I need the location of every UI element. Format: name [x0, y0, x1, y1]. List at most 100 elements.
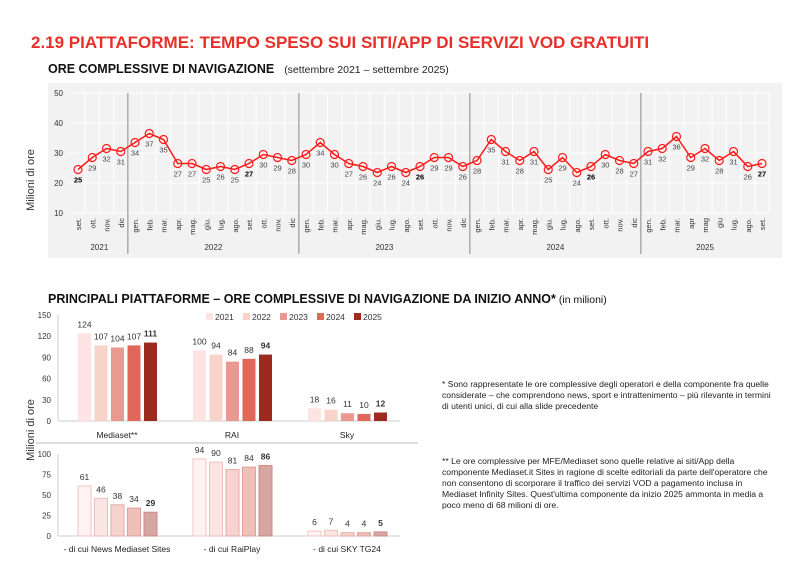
- data-label: 35: [159, 146, 167, 155]
- data-point: [486, 134, 496, 145]
- bar: [373, 531, 388, 537]
- data-point: [500, 146, 511, 157]
- category-label: RAI: [225, 430, 239, 440]
- data-label: 100: [192, 336, 206, 346]
- data-point: [529, 146, 539, 157]
- bar: [242, 466, 256, 537]
- x-tick-label: mag: [701, 218, 710, 233]
- y-tick-label: 120: [38, 332, 52, 341]
- data-point: [614, 155, 625, 166]
- data-point: [586, 161, 596, 172]
- data-point: [287, 155, 297, 166]
- data-label: 26: [359, 173, 367, 182]
- bar: [209, 461, 223, 537]
- data-label: 34: [129, 494, 139, 504]
- y-tick-label: 75: [42, 471, 51, 480]
- data-point: [714, 155, 724, 166]
- bar: [209, 354, 223, 421]
- data-label: 5: [378, 518, 383, 528]
- x-tick-label: ott.: [259, 218, 268, 228]
- x-tick-label: apr.: [174, 218, 183, 231]
- data-label: 30: [330, 161, 338, 170]
- y-axis-label: Milioni di ore: [25, 399, 37, 461]
- bar-chart-unit: (in milioni): [558, 294, 607, 306]
- data-point: [429, 152, 439, 163]
- bar: [78, 333, 91, 421]
- category-label: Mediaset**: [96, 430, 138, 440]
- x-tick-label: mar.: [160, 218, 169, 233]
- data-point: [572, 167, 582, 178]
- data-point: [130, 137, 140, 148]
- data-label: 32: [701, 155, 709, 164]
- bar: [143, 511, 158, 537]
- data-label: 18: [310, 394, 320, 404]
- x-tick-label: gen.: [302, 218, 311, 233]
- legend-swatch: [354, 313, 361, 320]
- x-tick-label: dic: [459, 218, 468, 228]
- data-point: [415, 161, 425, 172]
- y-axis-label: Milioni di ore: [25, 149, 37, 211]
- data-label: 26: [216, 173, 224, 182]
- x-tick-label: ago.: [573, 218, 582, 233]
- data-label: 4: [345, 519, 350, 529]
- x-tick-label: feb.: [487, 218, 496, 231]
- data-label: 30: [601, 161, 609, 170]
- y-tick-label: 0: [47, 532, 52, 541]
- data-point: [643, 146, 653, 157]
- x-tick-label: lug.: [217, 218, 226, 230]
- bar: [127, 507, 141, 537]
- x-tick-label: set.: [74, 218, 83, 230]
- legend-label: 2024: [326, 312, 345, 322]
- y-tick-label: 50: [54, 89, 63, 98]
- data-point: [629, 158, 639, 169]
- bar: [94, 345, 108, 421]
- x-tick-label: feb.: [658, 218, 667, 231]
- data-point: [657, 143, 667, 154]
- data-label: 27: [758, 170, 766, 179]
- data-label: 94: [211, 341, 221, 351]
- y-tick-label: 100: [38, 450, 52, 459]
- data-label: 36: [672, 143, 680, 152]
- data-label: 31: [501, 158, 509, 167]
- x-tick-label: gen.: [644, 218, 653, 233]
- line-chart-title: ORE COMPLESSIVE DI NAVIGAZIONE: [48, 62, 275, 76]
- data-point: [301, 149, 311, 160]
- data-point: [116, 146, 126, 157]
- legend-swatch: [317, 313, 324, 320]
- bar: [258, 464, 273, 537]
- category-label: - di cui RaiPlay: [204, 544, 261, 554]
- x-tick-label: mag.: [359, 218, 368, 235]
- legend-label: 2023: [289, 312, 308, 322]
- y-tick-label: 60: [42, 375, 51, 384]
- data-point: [743, 161, 753, 172]
- data-label: 28: [516, 167, 524, 176]
- bar: [308, 408, 321, 421]
- bar: [144, 342, 157, 421]
- data-point: [244, 158, 254, 169]
- data-label: 28: [615, 167, 623, 176]
- x-tick-label: set.: [245, 218, 254, 230]
- x-tick-label: set.: [587, 218, 596, 230]
- data-label: 35: [487, 146, 495, 155]
- x-tick-label: ott.: [430, 218, 439, 228]
- x-tick-label: gen.: [473, 218, 482, 233]
- data-point: [187, 158, 197, 169]
- data-label: 29: [558, 164, 566, 173]
- category-label: Sky: [340, 430, 355, 440]
- data-label: 27: [630, 170, 638, 179]
- data-label: 29: [88, 164, 96, 173]
- data-label: 28: [473, 167, 481, 176]
- x-tick-label: lug.: [559, 218, 568, 230]
- data-point: [386, 161, 397, 172]
- bar: [357, 532, 371, 537]
- data-label: 11: [343, 399, 352, 409]
- data-label: 94: [261, 341, 271, 351]
- bar: [324, 529, 338, 537]
- data-point: [258, 149, 268, 160]
- category-label: - di cui News Mediaset Sites: [64, 544, 171, 554]
- data-point: [401, 167, 411, 178]
- data-label: 32: [102, 155, 110, 164]
- data-label: 10: [359, 400, 369, 410]
- bar: [127, 345, 141, 421]
